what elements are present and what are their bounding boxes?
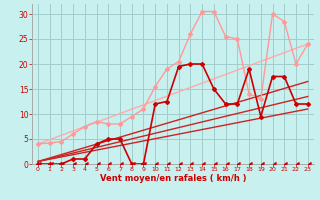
X-axis label: Vent moyen/en rafales ( km/h ): Vent moyen/en rafales ( km/h ) (100, 174, 246, 183)
